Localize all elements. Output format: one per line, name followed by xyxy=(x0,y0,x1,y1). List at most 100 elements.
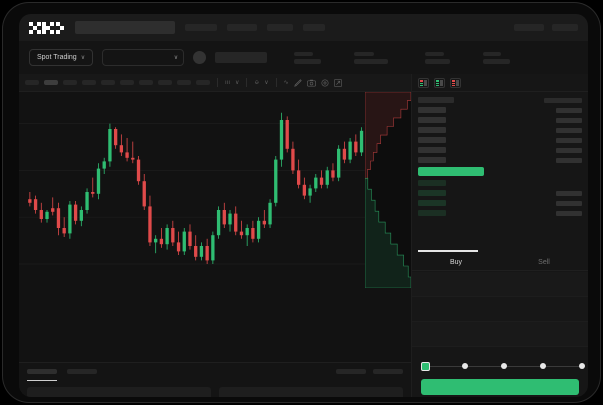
order-form-tabs: Buy Sell xyxy=(412,254,588,271)
bottom-row-right[interactable] xyxy=(219,387,403,397)
main-area: ııı ∨ ⎉ ∨ ∿ xyxy=(19,74,588,397)
timeframe-2[interactable] xyxy=(44,80,58,85)
bottom-action-2[interactable] xyxy=(373,369,403,374)
bottom-tab-2[interactable] xyxy=(67,369,97,374)
stat-value xyxy=(425,58,451,64)
indicators-dropdown-icon[interactable]: ∨ xyxy=(235,79,240,86)
market-type-dropdown[interactable]: Spot Trading ∨ xyxy=(29,49,94,66)
order-total-field[interactable] xyxy=(412,322,588,347)
last-price-highlight xyxy=(418,167,484,176)
market-type-label: Spot Trading xyxy=(37,54,77,61)
ask-amount xyxy=(556,127,582,133)
bottom-tab-row xyxy=(27,369,403,374)
panel-divider xyxy=(418,250,478,252)
chart-type-icon[interactable]: ⎉ xyxy=(254,79,260,86)
bottom-actions xyxy=(336,369,403,374)
header-actions xyxy=(514,24,578,31)
stat-label xyxy=(294,51,314,56)
ask-price xyxy=(418,147,446,153)
bottom-rows xyxy=(27,387,403,397)
chart-svg xyxy=(19,92,411,362)
toolbar-divider xyxy=(246,78,248,87)
slider-stop-50[interactable] xyxy=(501,363,507,369)
candlestick-chart[interactable] xyxy=(19,92,411,362)
submit-order-button[interactable] xyxy=(421,379,579,395)
ask-price xyxy=(418,107,446,113)
stat-label xyxy=(483,51,502,56)
order-price-field[interactable] xyxy=(412,272,588,297)
bottom-row-left[interactable] xyxy=(27,387,211,397)
stat-high xyxy=(425,51,451,64)
bottom-action-1[interactable] xyxy=(336,369,366,374)
slider-stop-100[interactable] xyxy=(579,363,585,369)
fullscreen-icon[interactable] xyxy=(333,78,342,87)
orderbook-bid-row[interactable] xyxy=(418,178,582,188)
header-action-1[interactable] xyxy=(514,24,544,31)
orderbook-ask-row[interactable] xyxy=(418,125,582,135)
orderbook-mode-bids-icon[interactable] xyxy=(434,77,445,88)
timeframe-7[interactable] xyxy=(139,80,153,85)
ask-price xyxy=(418,127,446,133)
timeframe-10[interactable] xyxy=(196,80,210,85)
timeframe-6[interactable] xyxy=(120,80,134,85)
ask-amount xyxy=(556,147,582,153)
orderbook-bid-row[interactable] xyxy=(418,188,582,198)
orderbook-last-price xyxy=(418,165,582,178)
ask-price xyxy=(418,117,446,123)
chevron-down-icon: ∨ xyxy=(80,54,86,61)
orderbook-rows xyxy=(412,92,588,244)
header-action-2[interactable] xyxy=(552,24,578,31)
orderbook-mode-both-icon[interactable] xyxy=(418,77,429,88)
nav-item-1[interactable] xyxy=(185,24,217,31)
okx-logo[interactable] xyxy=(29,21,65,34)
bid-amount xyxy=(556,210,582,216)
orderbook-ask-row[interactable] xyxy=(418,135,582,145)
chart-type-dropdown-icon[interactable]: ∨ xyxy=(264,79,269,86)
orderbook-mode-asks-icon[interactable] xyxy=(450,77,461,88)
timeframe-3[interactable] xyxy=(63,80,77,85)
order-amount-field[interactable] xyxy=(412,297,588,322)
chevron-down-icon: ∨ xyxy=(173,54,179,61)
tab-buy[interactable]: Buy xyxy=(449,258,463,266)
stat-value xyxy=(294,58,322,64)
line-tool-icon[interactable]: ∿ xyxy=(283,79,289,86)
top-header xyxy=(19,14,588,41)
orderbook-ask-row[interactable] xyxy=(418,145,582,155)
active-tab-underline xyxy=(27,380,57,381)
coin-icon xyxy=(193,51,207,64)
indicators-icon[interactable]: ııı xyxy=(225,79,231,86)
pencil-icon[interactable] xyxy=(293,78,302,87)
orderbook-ask-row[interactable] xyxy=(418,155,582,165)
timeframe-9[interactable] xyxy=(177,80,191,85)
nav-item-2[interactable] xyxy=(227,24,257,31)
orderbook-bid-row[interactable] xyxy=(418,208,582,218)
chart-toolbar: ııı ∨ ⎉ ∨ ∿ xyxy=(19,74,411,92)
order-amount-slider[interactable] xyxy=(421,362,586,372)
camera-icon[interactable] xyxy=(306,79,316,87)
bid-price xyxy=(418,190,446,196)
slider-stop-25[interactable] xyxy=(462,363,468,369)
settings-icon[interactable] xyxy=(321,78,329,87)
bid-price xyxy=(418,200,446,206)
stat-label xyxy=(354,51,375,56)
orderbook-ask-row[interactable] xyxy=(418,105,582,115)
slider-stop-75[interactable] xyxy=(540,363,546,369)
pair-select[interactable]: ∨ xyxy=(102,49,185,66)
bottom-panel xyxy=(19,362,411,397)
nav-item-4[interactable] xyxy=(303,24,325,31)
slider-handle[interactable] xyxy=(421,362,430,371)
device-bezel: Spot Trading ∨ ∨ xyxy=(3,3,600,402)
timeframe-4[interactable] xyxy=(82,80,96,85)
search-input[interactable] xyxy=(75,21,175,34)
timeframe-1[interactable] xyxy=(25,80,39,85)
depth-svg xyxy=(364,91,412,289)
timeframe-5[interactable] xyxy=(101,80,115,85)
orderbook-ask-row[interactable] xyxy=(418,115,582,125)
ask-price xyxy=(418,157,446,163)
tab-sell[interactable]: Sell xyxy=(538,258,550,266)
nav-item-3[interactable] xyxy=(267,24,293,31)
orderbook-bid-row[interactable] xyxy=(418,198,582,208)
bottom-tab-1[interactable] xyxy=(27,369,57,374)
bid-price xyxy=(418,180,446,186)
timeframe-8[interactable] xyxy=(158,80,172,85)
